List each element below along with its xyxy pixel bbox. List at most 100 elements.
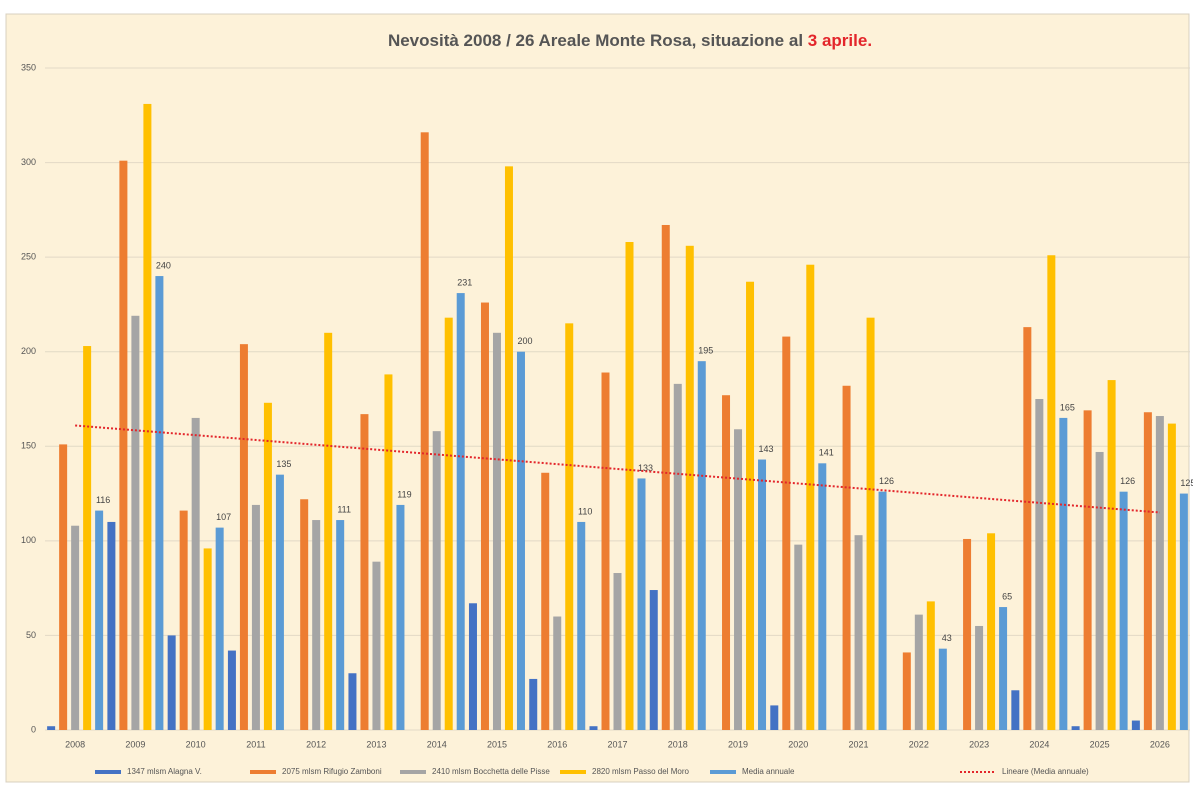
bar [95, 510, 104, 730]
legend-swatch [560, 770, 586, 774]
x-tick-label: 2011 [246, 739, 265, 749]
bar [47, 726, 56, 730]
data-label: 111 [337, 504, 351, 514]
x-tick-label: 2018 [668, 739, 688, 749]
bar [577, 521, 586, 730]
x-tick-label: 2013 [366, 739, 386, 749]
x-tick-label: 2019 [728, 739, 748, 749]
bar [324, 332, 333, 730]
data-label: 240 [156, 260, 171, 270]
legend-swatch [95, 770, 121, 774]
bar [878, 491, 887, 730]
y-tick-label: 50 [26, 630, 36, 640]
bar [1167, 423, 1176, 730]
legend-label: 2075 mlsm Rifugio Zamboni [282, 767, 382, 776]
bar [1179, 493, 1188, 730]
bar [818, 463, 827, 730]
bar [492, 332, 501, 730]
bar [480, 302, 489, 730]
bar [794, 544, 803, 730]
bar [637, 478, 646, 730]
data-label: 165 [1060, 402, 1075, 412]
x-tick-label: 2012 [306, 739, 326, 749]
bar [541, 472, 550, 730]
bar [1071, 726, 1080, 730]
x-tick-label: 2021 [849, 739, 869, 749]
x-tick-label: 2020 [788, 739, 808, 749]
bar [119, 160, 128, 730]
legend-label: 1347 mlsm Alagna V. [127, 767, 202, 776]
x-tick-label: 2008 [65, 739, 85, 749]
bar [360, 414, 369, 730]
bar [516, 351, 525, 730]
bar [806, 264, 815, 730]
data-label: 135 [276, 459, 291, 469]
bar [59, 444, 68, 730]
title-highlight: 3 aprile. [808, 31, 872, 50]
bar [902, 652, 911, 730]
bar [143, 103, 152, 731]
bar [926, 601, 935, 730]
bar [854, 535, 863, 730]
bar [565, 323, 574, 730]
y-tick-label: 150 [21, 441, 36, 451]
bar [348, 673, 357, 730]
bar [239, 344, 248, 730]
bar [131, 315, 140, 730]
bar [722, 395, 731, 730]
legend-label: 2410 mlsm Bocchetta delle Pisse [432, 767, 550, 776]
bar [1035, 399, 1044, 730]
data-label: 126 [879, 476, 894, 486]
data-label: 143 [759, 444, 774, 454]
trendline [75, 424, 1160, 514]
bar [661, 224, 670, 730]
bar [914, 614, 923, 730]
bar [782, 336, 791, 730]
bar [300, 499, 309, 730]
bar [963, 538, 972, 730]
bar [1011, 690, 1020, 730]
bar [1131, 720, 1140, 730]
bar [529, 678, 538, 730]
data-label: 133 [638, 463, 653, 473]
bar [601, 372, 610, 730]
bar [444, 317, 453, 730]
x-tick-label: 2022 [909, 739, 929, 749]
data-label: 65 [1002, 591, 1012, 601]
legend-label: Lineare (Media annuale) [1002, 767, 1089, 776]
x-tick-label: 2009 [125, 739, 145, 749]
bar [685, 245, 694, 730]
x-tick-label: 2015 [487, 739, 507, 749]
x-tick-label: 2010 [186, 739, 206, 749]
bar [71, 525, 80, 730]
x-tick-label: 2025 [1090, 739, 1110, 749]
bar [167, 635, 176, 730]
bar [468, 603, 477, 730]
bar [842, 385, 851, 730]
bar [1143, 412, 1152, 730]
data-label: 116 [96, 495, 110, 505]
data-label: 231 [457, 277, 472, 287]
x-tick-label: 2024 [1029, 739, 1049, 749]
x-tick-label: 2014 [427, 739, 447, 749]
data-label: 195 [698, 346, 713, 356]
bar [179, 510, 188, 730]
x-tick-label: 2026 [1150, 739, 1170, 749]
title-main: Nevosità 2008 / 26 Areale Monte Rosa, si… [388, 31, 803, 50]
data-label: 110 [578, 506, 592, 516]
y-tick-label: 100 [21, 535, 36, 545]
bar [312, 520, 321, 730]
bar [432, 431, 441, 730]
y-tick-label: 300 [21, 157, 36, 167]
legend-swatch [250, 770, 276, 774]
bar [625, 242, 634, 731]
bar [384, 374, 393, 730]
bar [866, 317, 875, 730]
data-label: 43 [942, 633, 952, 643]
legend-swatch [710, 770, 736, 774]
data-label: 119 [397, 489, 411, 499]
bar [107, 521, 116, 730]
legend-label: 2820 mlsm Passo del Moro [592, 767, 689, 776]
y-tick-label: 0 [31, 724, 36, 734]
